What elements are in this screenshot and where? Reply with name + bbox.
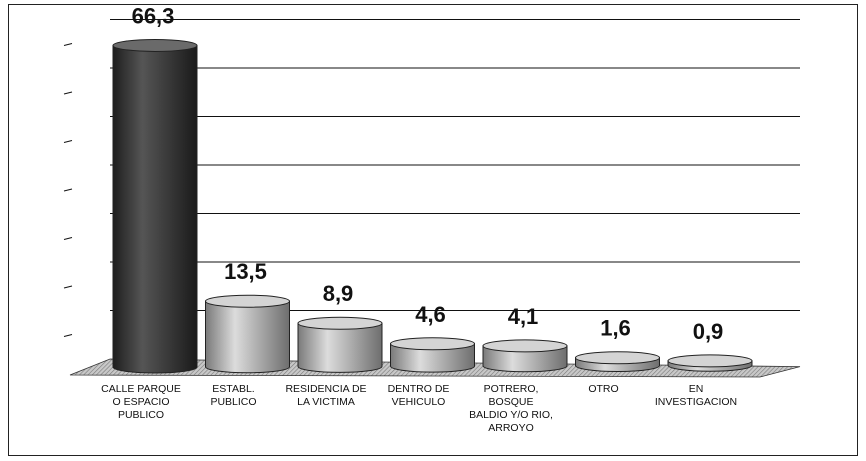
bar xyxy=(482,339,568,373)
y-tick xyxy=(63,237,73,240)
category-label: OTRO xyxy=(588,383,618,395)
y-tick xyxy=(63,188,73,192)
data-label: 8,9 xyxy=(323,281,354,306)
data-label: 0,9 xyxy=(693,319,724,344)
bar-body xyxy=(205,300,290,374)
bar-body xyxy=(482,345,568,373)
bar xyxy=(205,294,290,374)
category-label: CALLE PARQUE O ESPACIO PUBLICO xyxy=(101,383,181,421)
bar-top xyxy=(575,351,660,365)
y-tick xyxy=(63,43,73,46)
bar xyxy=(112,38,198,374)
bar-top xyxy=(390,337,475,351)
category-label: ESTABL. PUBLICO xyxy=(210,383,256,408)
bar xyxy=(297,316,383,373)
category-labels-layer: CALLE PARQUE O ESPACIO PUBLICO ESTABL. PUBLI… xyxy=(101,383,737,434)
category-label: DENTRO DE VEHICULO xyxy=(388,383,450,408)
bar-top xyxy=(205,294,290,308)
data-label: 1,6 xyxy=(600,316,631,341)
bar-body xyxy=(390,343,475,373)
category-label: EN INVESTIGACION xyxy=(655,383,737,408)
bar-body xyxy=(297,322,383,373)
y-tick xyxy=(63,334,73,337)
category-label: RESIDENCIA DE LA VICTIMA xyxy=(285,383,366,408)
y-axis xyxy=(63,43,73,337)
bar-body xyxy=(112,44,198,374)
bar-top xyxy=(667,354,753,368)
bar-top xyxy=(112,38,198,52)
category-label: POTRERO, BOSQUE BALDIO Y/O RIO, ARROYO xyxy=(469,383,553,434)
y-tick xyxy=(63,285,73,289)
bars-layer xyxy=(112,38,753,374)
bar xyxy=(575,351,660,372)
grid-layer xyxy=(110,19,800,311)
bar-top xyxy=(482,339,568,353)
data-label: 13,5 xyxy=(224,259,267,284)
y-tick xyxy=(63,140,73,143)
data-label: 4,1 xyxy=(508,304,539,329)
data-label: 4,6 xyxy=(415,302,446,327)
value-labels-layer: 66,3 13,5 8,9 4,6 4,1 1,6 0,9 xyxy=(132,3,724,343)
bar xyxy=(667,354,753,372)
bar-top xyxy=(297,316,383,330)
bar xyxy=(390,337,475,373)
data-label: 66,3 xyxy=(132,3,175,28)
y-tick xyxy=(63,91,73,95)
